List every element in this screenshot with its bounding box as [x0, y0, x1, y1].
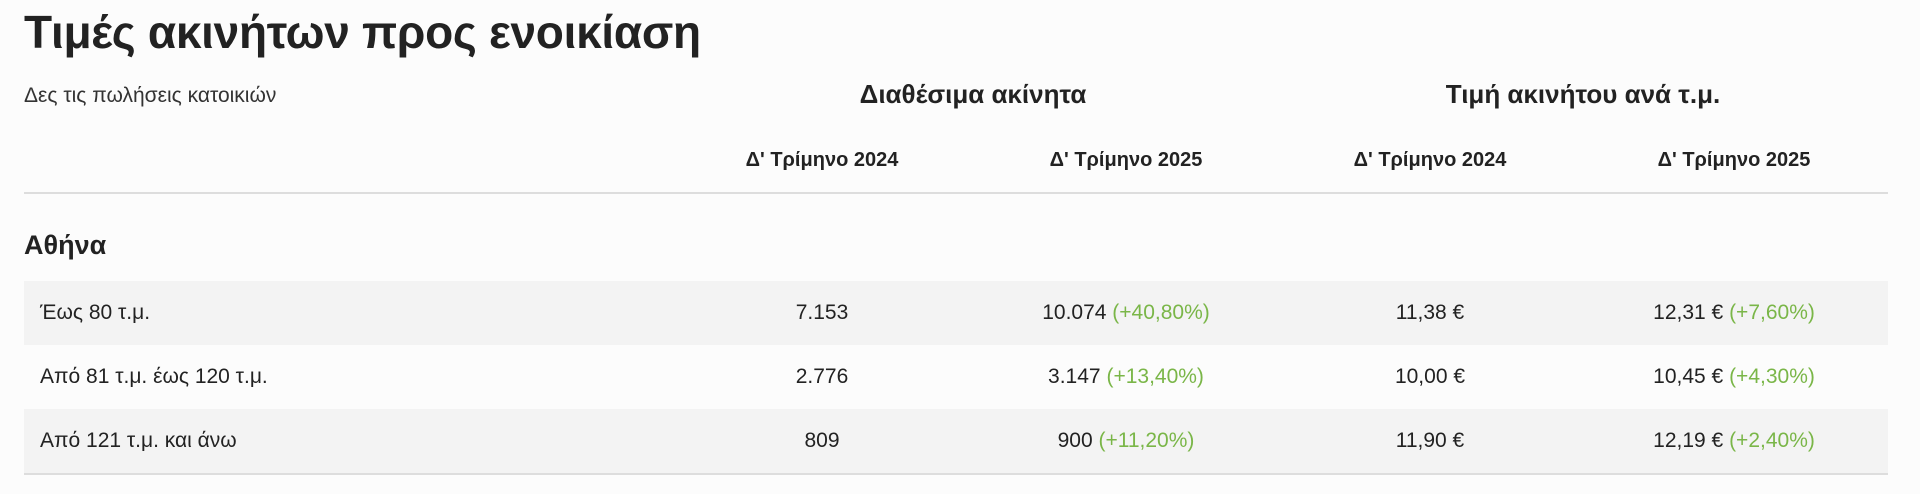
price-2024-cell: 11,90 €: [1395, 429, 1465, 452]
column-header-available-2025: Δ' Τρίμηνο 2025: [1049, 149, 1203, 171]
column-header-price-2025: Δ' Τρίμηνο 2025: [1657, 149, 1811, 171]
available-2025-cell: 900 (+11,20%): [986, 409, 1266, 473]
available-2025-value: 10.074: [1042, 301, 1107, 324]
available-2025-value: 900: [1057, 429, 1093, 452]
available-change: (+40,80%): [1112, 301, 1210, 324]
page-title: Τιμές ακινήτων προς ενοικίαση: [24, 6, 701, 58]
table-row: Από 81 τ.μ. έως 120 τ.μ. 2.776 3.147 (+1…: [24, 345, 1888, 409]
price-2024-cell: 11,38 €: [1395, 301, 1465, 324]
available-2024-cell: 809: [804, 429, 840, 452]
table-row: Από 121 τ.μ. και άνω 809 900 (+11,20%) 1…: [24, 409, 1888, 473]
price-2024-cell: 10,00 €: [1394, 365, 1466, 388]
table-bottom-divider: [24, 473, 1888, 475]
table-row: Έως 80 τ.μ. 7.153 10.074 (+40,80%) 11,38…: [24, 281, 1888, 345]
column-header-available-2024: Δ' Τρίμηνο 2024: [745, 149, 899, 171]
row-label: Από 121 τ.μ. και άνω: [40, 429, 237, 452]
available-2024-cell: 2.776: [795, 365, 849, 388]
group-header-price-per-sqm: Τιμή ακινήτου ανά τ.μ.: [1445, 79, 1721, 109]
header-divider: [24, 192, 1888, 194]
price-2025-cell: 10,45 € (+4,30%): [1594, 345, 1874, 409]
section-title-athens: Αθήνα: [24, 230, 107, 260]
available-2025-value: 3.147: [1048, 365, 1101, 388]
available-change: (+11,20%): [1098, 429, 1195, 452]
column-header-price-2024: Δ' Τρίμηνο 2024: [1353, 149, 1507, 171]
price-2025-cell: 12,31 € (+7,60%): [1594, 281, 1874, 345]
price-change: (+2,40%): [1729, 429, 1815, 452]
price-2025-value: 12,19 €: [1653, 429, 1724, 452]
row-label: Έως 80 τ.μ.: [40, 301, 151, 324]
price-change: (+7,60%): [1729, 301, 1815, 324]
group-header-available: Διαθέσιμα ακίνητα: [859, 79, 1087, 109]
row-label: Από 81 τ.μ. έως 120 τ.μ.: [40, 365, 268, 388]
table-body: Έως 80 τ.μ. 7.153 10.074 (+40,80%) 11,38…: [24, 281, 1888, 473]
price-change: (+4,30%): [1729, 365, 1815, 388]
price-2025-value: 12,31 €: [1653, 301, 1724, 324]
sales-link[interactable]: Δες τις πωλήσεις κατοικιών: [24, 84, 277, 107]
available-2024-cell: 7.153: [795, 301, 849, 324]
price-2025-value: 10,45 €: [1653, 365, 1724, 388]
available-2025-cell: 3.147 (+13,40%): [986, 345, 1266, 409]
available-2025-cell: 10.074 (+40,80%): [986, 281, 1266, 345]
available-change: (+13,40%): [1106, 365, 1204, 388]
price-2025-cell: 12,19 € (+2,40%): [1594, 409, 1874, 473]
